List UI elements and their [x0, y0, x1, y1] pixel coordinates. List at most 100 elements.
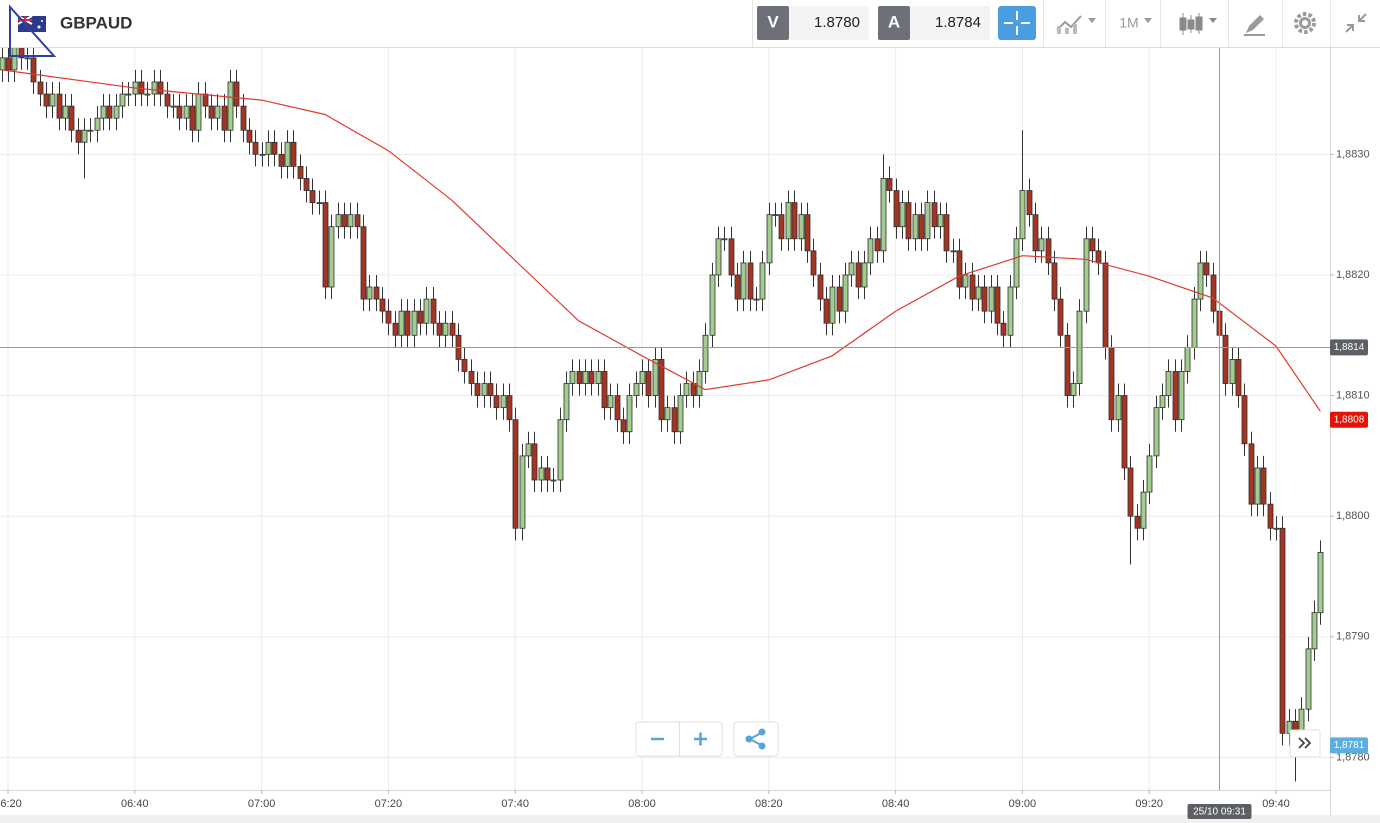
annotation-triangle — [9, 4, 57, 57]
candle-body — [430, 298, 437, 324]
candle-body — [164, 93, 171, 107]
x-tick-label: 06:20 — [0, 798, 22, 810]
candle-body — [1203, 262, 1210, 276]
candle-body — [1260, 467, 1267, 505]
candle-body — [626, 395, 633, 433]
candle-body — [56, 93, 63, 119]
candle-body — [791, 202, 798, 240]
candle-body — [709, 274, 716, 336]
draw-button[interactable] — [1244, 15, 1265, 36]
candle-body — [658, 358, 665, 421]
candle-body — [1057, 298, 1064, 336]
candle-body — [614, 395, 621, 421]
candle-body — [595, 371, 602, 384]
y-tick-label: 1,8780 — [1336, 751, 1370, 763]
crosshair-button[interactable] — [998, 6, 1036, 40]
ask-key[interactable]: A — [888, 12, 900, 31]
candle-body — [11, 47, 18, 71]
candle-body — [633, 383, 640, 396]
candle-body — [588, 371, 595, 384]
candle-body — [474, 383, 481, 396]
candle-body — [836, 286, 843, 312]
candle-body — [690, 383, 697, 396]
candle-body — [195, 93, 202, 131]
candle-body — [221, 105, 228, 131]
candle-body — [5, 57, 12, 71]
flag-icon — [17, 15, 46, 32]
candle-body — [271, 141, 278, 155]
plot-area — [0, 47, 1330, 790]
candle-body — [519, 455, 526, 529]
candle-body — [144, 93, 151, 96]
collapse-button[interactable] — [1345, 13, 1367, 33]
candle-body — [702, 334, 709, 372]
settings-button[interactable] — [1294, 12, 1316, 34]
candle-body — [886, 178, 893, 191]
candle-body — [721, 238, 728, 241]
candle-body — [683, 383, 690, 396]
candle-body — [94, 117, 101, 131]
candle-body — [817, 274, 824, 300]
candle-body — [385, 310, 392, 324]
crosshair-price-tag: 1,8814 — [1334, 342, 1365, 353]
candle-body — [1311, 612, 1318, 650]
candle-body — [284, 141, 291, 167]
candle-body — [905, 202, 912, 240]
bid-price: 1.8780 — [814, 14, 860, 31]
candle-body — [880, 178, 887, 252]
candle-body — [645, 371, 652, 396]
candle-body — [1267, 503, 1274, 529]
candle-body — [1273, 527, 1280, 530]
chart-type-button[interactable] — [1179, 13, 1217, 35]
candle-body — [1070, 383, 1077, 396]
bottom-strip — [0, 815, 1380, 823]
share-button[interactable] — [733, 721, 779, 757]
candle-body — [493, 395, 500, 409]
candle-body — [157, 81, 164, 95]
bid-box — [789, 6, 869, 40]
ask-button[interactable] — [878, 6, 910, 40]
candle-body — [557, 419, 564, 481]
candle-body — [988, 286, 995, 312]
candle-body — [652, 358, 659, 396]
candle-body — [918, 214, 925, 240]
candle-body — [106, 105, 113, 119]
candle-body — [981, 286, 988, 312]
candle-body — [75, 129, 82, 143]
candle-body — [1089, 238, 1096, 252]
candle-body — [366, 286, 373, 300]
candle-body — [1095, 250, 1102, 264]
candle-body — [525, 443, 532, 457]
y-tick-label: 1,8790 — [1336, 631, 1370, 643]
candle-body — [975, 286, 982, 300]
candle-body — [563, 383, 570, 421]
candle-body — [227, 81, 234, 131]
candle-body — [582, 371, 589, 384]
timeframe-button[interactable]: 1M — [1119, 15, 1152, 31]
candle-body — [309, 190, 316, 203]
y-tick-label: 1,8800 — [1336, 510, 1370, 522]
candle-body — [1000, 322, 1007, 336]
candle-body — [18, 47, 25, 59]
candle-body — [404, 310, 411, 336]
candle-body — [500, 395, 507, 409]
candle-body — [842, 274, 849, 312]
candle-body — [481, 383, 488, 396]
candle-body — [1102, 262, 1109, 348]
candle-body — [734, 274, 741, 300]
zoom-in-button[interactable] — [694, 732, 707, 746]
bid-key[interactable]: V — [767, 12, 779, 31]
candle-body — [753, 298, 760, 301]
scroll-to-end-button[interactable] — [1289, 729, 1321, 758]
candle-body — [373, 286, 380, 300]
crosshair-time-tag: 25/10 09:31 — [1193, 807, 1246, 818]
bid-button[interactable] — [757, 6, 789, 40]
candle-body — [1127, 467, 1134, 517]
candle-body — [423, 298, 430, 324]
indicator-button[interactable] — [1056, 15, 1096, 34]
y-tick-label: 1,8810 — [1336, 389, 1370, 401]
timeframe[interactable]: 1M — [1119, 15, 1138, 31]
candle-body — [449, 322, 456, 336]
